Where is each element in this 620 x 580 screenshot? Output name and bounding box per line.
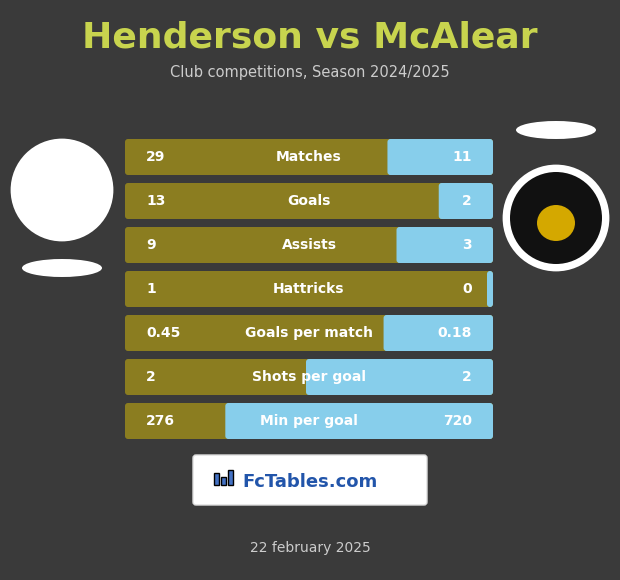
FancyBboxPatch shape	[225, 403, 493, 439]
Text: Goals per match: Goals per match	[245, 326, 373, 340]
Text: Goals: Goals	[287, 194, 330, 208]
FancyBboxPatch shape	[384, 315, 493, 351]
FancyBboxPatch shape	[193, 455, 427, 505]
FancyBboxPatch shape	[125, 139, 493, 175]
Text: 2: 2	[463, 194, 472, 208]
FancyBboxPatch shape	[439, 183, 493, 219]
Text: Hattricks: Hattricks	[273, 282, 345, 296]
Text: Matches: Matches	[276, 150, 342, 164]
Text: FcTables.com: FcTables.com	[242, 473, 378, 491]
Text: 0.18: 0.18	[438, 326, 472, 340]
FancyBboxPatch shape	[228, 470, 233, 485]
Text: Henderson vs McAlear: Henderson vs McAlear	[82, 21, 538, 55]
Text: 276: 276	[146, 414, 175, 428]
Text: 11: 11	[453, 150, 472, 164]
Text: 9: 9	[146, 238, 156, 252]
Text: 13: 13	[146, 194, 166, 208]
FancyBboxPatch shape	[125, 183, 493, 219]
Ellipse shape	[516, 121, 596, 139]
Ellipse shape	[537, 205, 575, 241]
Text: 22 february 2025: 22 february 2025	[250, 541, 370, 555]
Circle shape	[504, 166, 608, 270]
FancyBboxPatch shape	[214, 473, 219, 485]
Text: 1: 1	[146, 282, 156, 296]
Text: 0: 0	[463, 282, 472, 296]
FancyBboxPatch shape	[306, 359, 493, 395]
Text: 29: 29	[146, 150, 166, 164]
Text: 3: 3	[463, 238, 472, 252]
Text: 2: 2	[463, 370, 472, 384]
FancyBboxPatch shape	[125, 403, 493, 439]
Text: Assists: Assists	[281, 238, 337, 252]
FancyBboxPatch shape	[221, 477, 226, 485]
Text: Shots per goal: Shots per goal	[252, 370, 366, 384]
Text: 0.45: 0.45	[146, 326, 180, 340]
Circle shape	[12, 140, 112, 240]
Text: Min per goal: Min per goal	[260, 414, 358, 428]
Ellipse shape	[22, 259, 102, 277]
FancyBboxPatch shape	[125, 271, 493, 307]
FancyBboxPatch shape	[125, 227, 493, 263]
Text: 2: 2	[146, 370, 156, 384]
FancyBboxPatch shape	[125, 315, 493, 351]
Circle shape	[510, 172, 602, 264]
FancyBboxPatch shape	[487, 271, 493, 307]
FancyBboxPatch shape	[397, 227, 493, 263]
Text: Club competitions, Season 2024/2025: Club competitions, Season 2024/2025	[170, 64, 450, 79]
Text: 720: 720	[443, 414, 472, 428]
FancyBboxPatch shape	[125, 359, 493, 395]
FancyBboxPatch shape	[388, 139, 493, 175]
